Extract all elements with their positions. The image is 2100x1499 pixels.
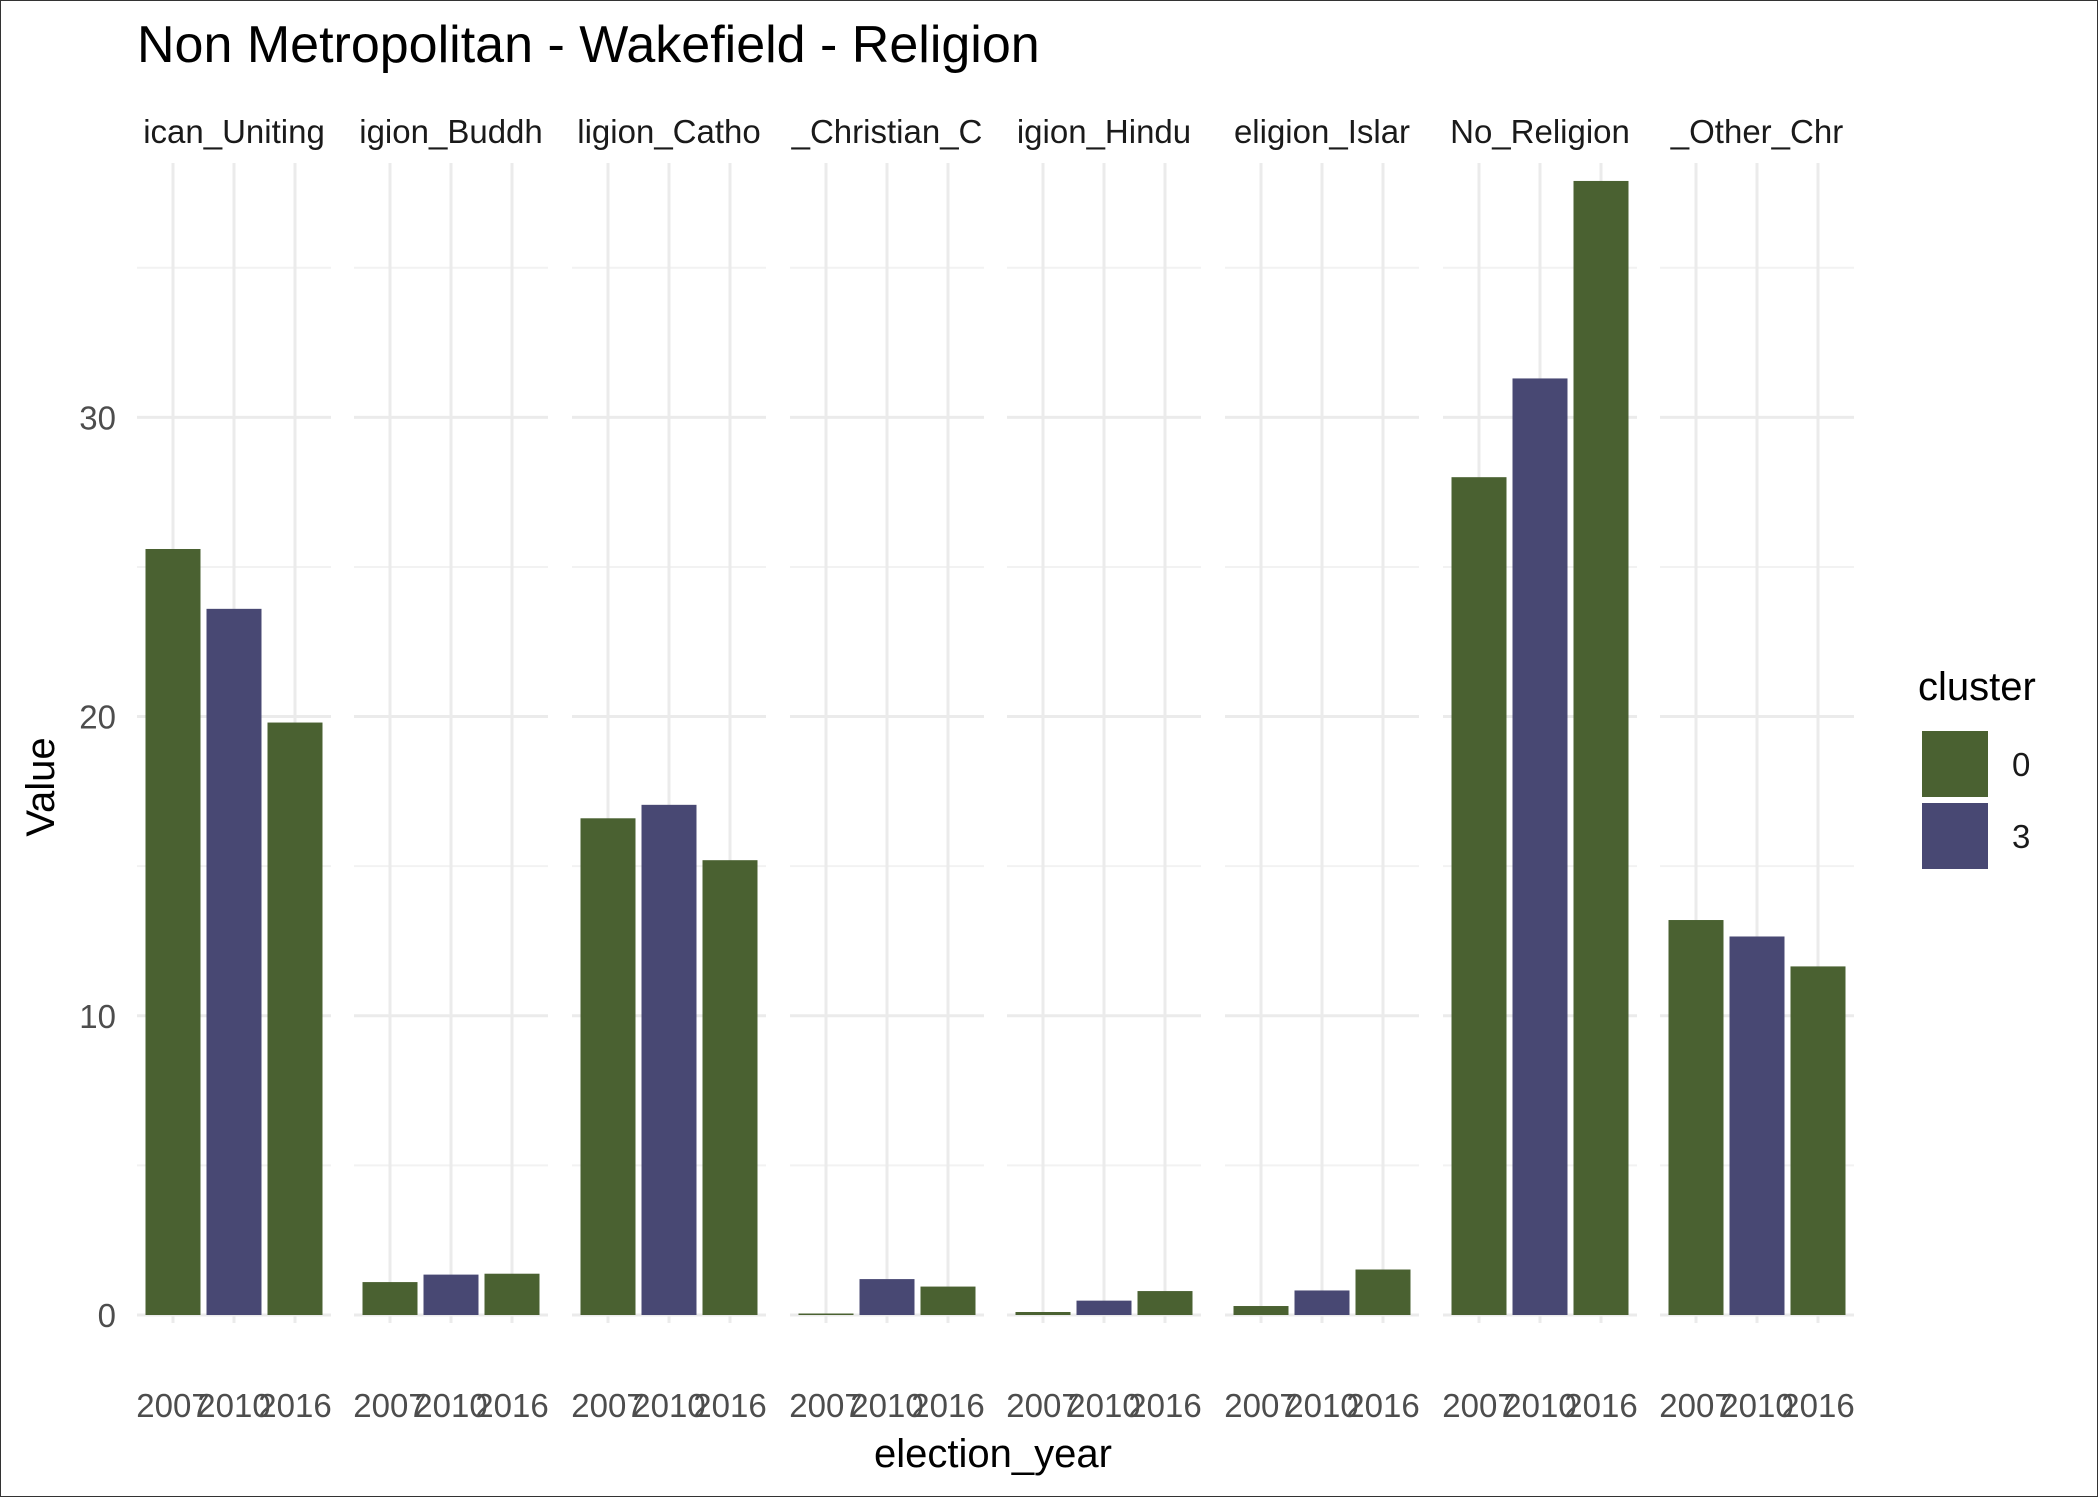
y-axis-title: Value — [19, 737, 63, 836]
facet-strip-label: eligion_Islar — [1234, 113, 1410, 150]
facet-strip-label: ican_Uniting — [143, 113, 325, 150]
legend-label: 0 — [2012, 746, 2030, 783]
bar — [145, 548, 201, 1315]
x-tick-label: 2016 — [475, 1387, 548, 1424]
x-tick-label: 2010 — [632, 1387, 705, 1424]
bar — [423, 1274, 479, 1315]
bar — [1076, 1300, 1132, 1315]
facet-strip-label: igion_Hindu — [1017, 113, 1191, 150]
x-tick-label: 2010 — [197, 1387, 270, 1424]
x-tick-label: 2010 — [1285, 1387, 1358, 1424]
facet-strip-label: _Christian_C — [791, 113, 983, 150]
legend: cluster 0 3 — [1918, 665, 2036, 869]
bar — [859, 1279, 915, 1315]
bar — [484, 1273, 540, 1315]
legend-key — [1922, 731, 1988, 797]
x-tick-label: 2010 — [414, 1387, 487, 1424]
x-tick-label: 2016 — [1128, 1387, 1201, 1424]
facet-strip-label: ligion_Catho — [577, 113, 760, 150]
bar — [641, 804, 697, 1315]
x-tick-label: 2007 — [1659, 1387, 1732, 1424]
bar — [206, 608, 262, 1315]
bar — [798, 1313, 854, 1315]
y-tick-label: 20 — [79, 699, 116, 736]
bar — [1294, 1290, 1350, 1315]
x-tick-label: 2007 — [353, 1387, 426, 1424]
x-tick-label: 2007 — [136, 1387, 209, 1424]
x-tick-label: 2010 — [1720, 1387, 1793, 1424]
facet-strip-label: igion_Buddh — [359, 113, 543, 150]
bar — [1512, 378, 1568, 1315]
bar — [1668, 920, 1724, 1315]
y-tick-label: 30 — [79, 399, 116, 436]
bar — [702, 860, 758, 1315]
x-tick-label: 2007 — [1224, 1387, 1297, 1424]
bar — [1233, 1306, 1289, 1315]
x-tick-label: 2016 — [911, 1387, 984, 1424]
chart-title: Non Metropolitan - Wakefield - Religion — [137, 16, 1040, 74]
bar — [1729, 936, 1785, 1315]
x-tick-label: 2016 — [258, 1387, 331, 1424]
x-tick-label: 2010 — [850, 1387, 923, 1424]
x-tick-label: 2016 — [693, 1387, 766, 1424]
plot-area: 0102030ican_Uniting200720102016igion_Bud… — [79, 113, 1854, 1424]
legend-title: cluster — [1918, 665, 2036, 709]
y-tick-label: 10 — [79, 998, 116, 1035]
x-tick-label: 2010 — [1503, 1387, 1576, 1424]
y-tick-label: 0 — [98, 1297, 116, 1334]
bar — [1573, 180, 1629, 1315]
x-tick-label: 2016 — [1564, 1387, 1637, 1424]
x-tick-label: 2007 — [789, 1387, 862, 1424]
legend-key — [1922, 803, 1988, 869]
facet-strip-label: _Other_Chr — [1670, 113, 1843, 150]
bar — [362, 1282, 418, 1315]
bar — [1790, 966, 1846, 1315]
bar — [920, 1286, 976, 1315]
facet-strip-label: No_Religion — [1450, 113, 1630, 150]
bar — [1137, 1291, 1193, 1315]
bar — [1451, 477, 1507, 1315]
x-tick-label: 2007 — [1442, 1387, 1515, 1424]
x-tick-label: 2007 — [1006, 1387, 1079, 1424]
x-tick-label: 2007 — [571, 1387, 644, 1424]
x-axis-title: election_year — [874, 1432, 1112, 1476]
x-tick-label: 2016 — [1346, 1387, 1419, 1424]
bar — [1355, 1269, 1411, 1315]
legend-label: 3 — [2012, 818, 2030, 855]
bar — [580, 818, 636, 1315]
x-tick-label: 2016 — [1781, 1387, 1854, 1424]
x-tick-label: 2010 — [1067, 1387, 1140, 1424]
bar — [267, 722, 323, 1315]
bar — [1015, 1312, 1071, 1315]
